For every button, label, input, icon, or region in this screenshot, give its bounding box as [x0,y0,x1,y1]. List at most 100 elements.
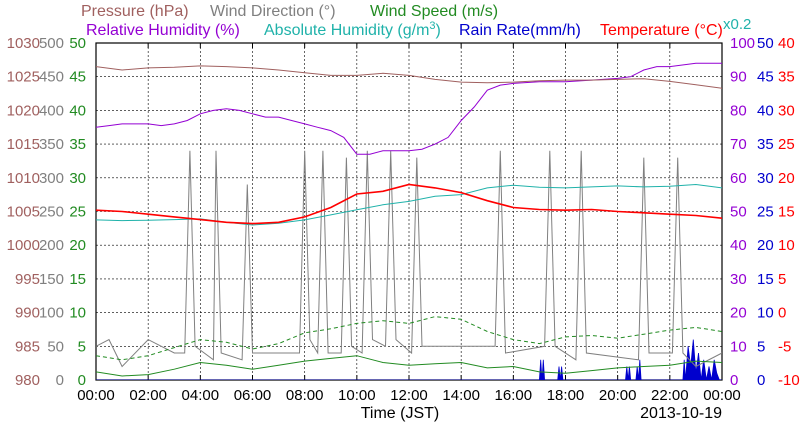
temperature-tick-label: 20 [778,170,795,187]
x-tick-label: 02:00 [129,387,167,404]
humidity-tick-label: 80 [730,102,747,119]
x-tick-label: 08:00 [286,387,324,404]
legend-absolute-humidity-label: Absolute Humidity (g/m [264,22,429,39]
legend-absolute-humidity-sup: 3 [429,20,435,32]
wind-speed-tick-label: 10 [69,305,86,322]
series-temperature-c [96,183,722,225]
pressure-tick-label: 1030 [7,35,40,52]
wind-direction-tick-label: 0 [56,372,64,389]
wind-direction-tick-label: 250 [39,204,64,221]
humidity-tick-label: 30 [730,271,747,288]
humidity-tick-label: 10 [730,338,747,355]
wind-direction-tick-label: 100 [39,305,64,322]
humidity-tick-label: 90 [730,69,747,86]
pressure-tick-label: 990 [15,305,40,322]
plot-area: 00:00 02:00 04:00 06:00 08:00 10:00 12:00 14:00… [7,35,800,404]
temperature-tick-label: 40 [778,35,795,52]
temperature-tick-label: 0 [778,305,786,322]
pressure-tick-label: 1010 [7,170,40,187]
wind-direction-tick-label: 350 [39,136,64,153]
rain-rate-tick-label: 50 [757,35,774,52]
pressure-tick-label: 1025 [7,69,40,86]
rain-rate-tick-label: 35 [757,136,774,153]
date-label: 2013-10-19 [640,405,722,422]
wind-speed-tick-label: 20 [69,237,86,254]
temperature-tick-label: 10 [778,237,795,254]
scale-note: x0.2 [723,16,751,33]
humidity-tick-label: 40 [730,237,747,254]
temperature-tick-label: -5 [778,338,791,355]
pressure-tick-label: 980 [15,372,40,389]
series-wind-direction [96,150,722,368]
legend-absolute-humidity: Absolute Humidity (g/m3) [264,20,441,39]
wind-speed-tick-label: 50 [69,35,86,52]
x-tick-label: 16:00 [495,387,533,404]
wind-direction-tick-label: 150 [39,271,64,288]
pressure-tick-label: 1015 [7,136,40,153]
rain-rate-tick-label: 10 [757,305,774,322]
wind-speed-tick-label: 45 [69,69,86,86]
legend-wind-speed: Wind Speed (m/s) [370,3,498,20]
humidity-tick-label: 50 [730,204,747,221]
humidity-tick-label: 20 [730,305,747,322]
wind-speed-tick-label: 35 [69,136,86,153]
temperature-tick-label: 15 [778,204,795,221]
x-tick-label: 22:00 [651,387,689,404]
wind-direction-tick-label: 300 [39,170,64,187]
x-tick-label: 12:00 [390,387,428,404]
legend-absolute-humidity-close: ) [436,22,441,39]
legend-row-1: Pressure (hPa) Wind Direction (°) Wind S… [81,3,498,20]
humidity-tick-label: 60 [730,170,747,187]
wind-speed-tick-label: 25 [69,204,86,221]
pressure-tick-label: 985 [15,338,40,355]
pressure-tick-label: 995 [15,271,40,288]
humidity-tick-label: 100 [730,35,755,52]
wind-speed-tick-label: 40 [69,102,86,119]
series-wind-speed-m-s [96,355,722,377]
temperature-tick-label: 35 [778,69,795,86]
wind-speed-tick-label: 5 [78,338,86,355]
rain-rate-tick-label: 45 [757,69,774,86]
rain-rate-tick-label: 30 [757,170,774,187]
wind-direction-tick-label: 200 [39,237,64,254]
x-tick-label: 00:00 [77,387,115,404]
legend-relative-humidity: Relative Humidity (%) [86,22,240,39]
rain-rate-tick-label: 0 [757,372,765,389]
temperature-tick-label: 5 [778,271,786,288]
wind-direction-tick-label: 400 [39,102,64,119]
rain-rate-tick-label: 25 [757,204,774,221]
temperature-tick-label: 25 [778,136,795,153]
wind-speed-tick-label: 30 [69,170,86,187]
x-tick-label: 14:00 [442,387,480,404]
temperature-tick-label: -10 [778,372,800,389]
rain-rate-tick-label: 15 [757,271,774,288]
x-tick-label: 04:00 [182,387,220,404]
pressure-tick-label: 1005 [7,204,40,221]
series-rain-rate-mm-h [96,339,722,380]
pressure-tick-label: 1000 [7,237,40,254]
legend-temperature: Temperature (°C) [600,22,723,39]
wind-direction-tick-label: 500 [39,35,64,52]
legend-row-2: Relative Humidity (%) Absolute Humidity … [86,16,751,39]
wind-direction-tick-label: 50 [47,338,64,355]
x-tick-label: 10:00 [338,387,376,404]
wind-speed-tick-label: 15 [69,271,86,288]
series-group [96,62,722,380]
temperature-tick-label: 30 [778,102,795,119]
x-tick-label: 00:00 [703,387,741,404]
series-wind-speed-gust-m-s [96,316,722,361]
wind-direction-tick-label: 450 [39,69,64,86]
x-axis-label: Time (JST) [361,405,440,422]
humidity-tick-label: 70 [730,136,747,153]
pressure-tick-label: 1020 [7,102,40,119]
rain-rate-tick-label: 20 [757,237,774,254]
rain-rate-tick-label: 5 [757,338,765,355]
x-tick-label: 18:00 [547,387,585,404]
x-tick-label: 06:00 [234,387,272,404]
legend-pressure: Pressure (hPa) [81,3,189,20]
legend-wind-direction: Wind Direction (°) [210,3,336,20]
humidity-tick-label: 0 [730,372,738,389]
x-tick-label: 20:00 [599,387,637,404]
legend-rain-rate: Rain Rate(mm/h) [459,22,581,39]
